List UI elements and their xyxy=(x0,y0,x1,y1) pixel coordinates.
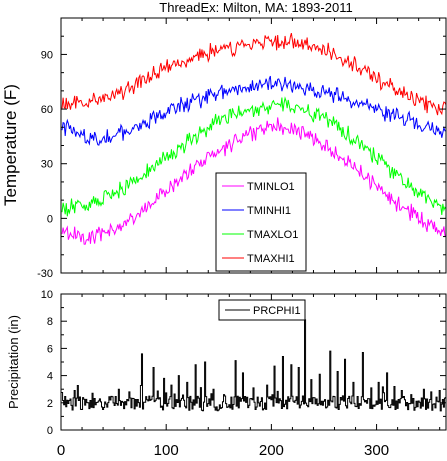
legend-label-tmaxlo1: TMAXLO1 xyxy=(247,229,298,241)
temperature-y-tick-label: 60 xyxy=(41,104,53,116)
precipitation-y-axis: 0 2 4 6 8 10 xyxy=(41,289,446,437)
precipitation-y-axis-label: Precipitation (in) xyxy=(6,315,21,409)
precipitation-y-tick-label: 4 xyxy=(47,371,53,383)
temperature-y-axis: -30 0 30 60 90 xyxy=(37,17,446,280)
precipitation-series-lines xyxy=(61,319,447,412)
precipitation-y-tick-label: 6 xyxy=(47,343,53,355)
precipitation-x-axis: 0 100 200 300 xyxy=(57,294,441,459)
legend-label-tminlo1: TMINLO1 xyxy=(247,181,295,193)
temperature-y-tick-label: -30 xyxy=(37,268,53,280)
precipitation-y-tick-label: 2 xyxy=(47,398,53,410)
temperature-y-tick-label: 30 xyxy=(41,159,53,171)
precipitation-y-tick-label: 10 xyxy=(41,289,53,301)
precipitation-legend: PRCPHI1 xyxy=(218,299,306,321)
temperature-y-tick-label: 90 xyxy=(41,49,53,61)
temperature-y-tick-label: 0 xyxy=(47,213,53,225)
x-tick-label: 200 xyxy=(259,442,284,459)
series-line-tminlo1 xyxy=(61,117,447,245)
legend-label-prcphi1: PRCPHI1 xyxy=(253,305,301,317)
series-line-prcphi1 xyxy=(61,319,447,412)
precipitation-panel: 0 2 4 6 8 10 0 100 200 300 Precipitation (in) PR… xyxy=(6,289,447,459)
series-line-tmaxlo1 xyxy=(61,96,447,217)
temperature-panel: -30 0 30 60 90 Temperature (F) TMINLO1 TMINHI… xyxy=(1,17,447,280)
legend-label-tmaxhi1: TMAXHI1 xyxy=(247,253,295,265)
temperature-y-axis-label: Temperature (F) xyxy=(1,84,20,206)
series-line-tminhi1 xyxy=(61,75,447,146)
x-tick-label: 0 xyxy=(57,442,65,459)
precipitation-y-tick-label: 8 xyxy=(47,316,53,328)
legend-label-tminhi1: TMINHI1 xyxy=(247,205,291,217)
temperature-legend: TMINLO1 TMINHI1 TMAXLO1 TMAXHI1 xyxy=(215,172,307,272)
series-line-tmaxhi1 xyxy=(61,32,447,116)
temperature-series-lines xyxy=(61,32,447,245)
x-tick-label: 100 xyxy=(154,442,179,459)
chart-title: ThreadEx: Milton, MA: 1893-2011 xyxy=(159,0,352,15)
precipitation-y-tick-label: 0 xyxy=(47,425,53,437)
x-tick-label: 300 xyxy=(364,442,389,459)
